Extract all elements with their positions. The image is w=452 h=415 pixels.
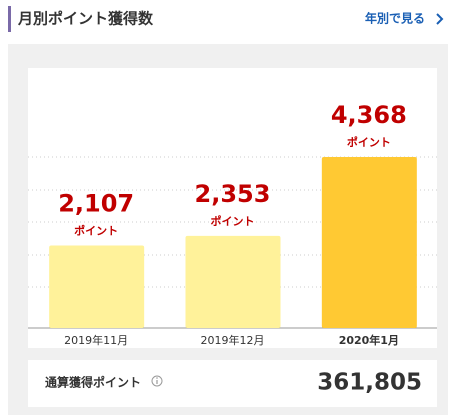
- total-value: 361,805: [317, 370, 422, 396]
- x-tick-label: 2019年11月: [64, 333, 128, 347]
- info-icon-bar: [156, 380, 158, 384]
- unit-label: ポイント: [347, 135, 391, 149]
- value-label: 4,368: [331, 101, 407, 129]
- bar: [49, 245, 145, 328]
- bar: [321, 156, 417, 328]
- title-accent: [8, 6, 11, 32]
- value-label: 2,107: [58, 189, 134, 217]
- info-icon[interactable]: [151, 375, 163, 387]
- total-panel: [28, 360, 437, 407]
- unit-label: ポイント: [74, 223, 118, 237]
- x-tick-label: 2020年1月: [339, 333, 399, 347]
- bar: [185, 235, 281, 328]
- info-icon-dot: [156, 377, 158, 379]
- chevron[interactable]: [436, 13, 444, 25]
- unit-label: ポイント: [211, 214, 255, 228]
- total-label: 通算獲得ポイント: [45, 375, 141, 390]
- x-tick-label: 2019年12月: [201, 333, 265, 347]
- section-title: 月別ポイント獲得数: [17, 10, 154, 28]
- year-link[interactable]: 年別で見る: [365, 11, 425, 26]
- value-label: 2,353: [195, 180, 271, 208]
